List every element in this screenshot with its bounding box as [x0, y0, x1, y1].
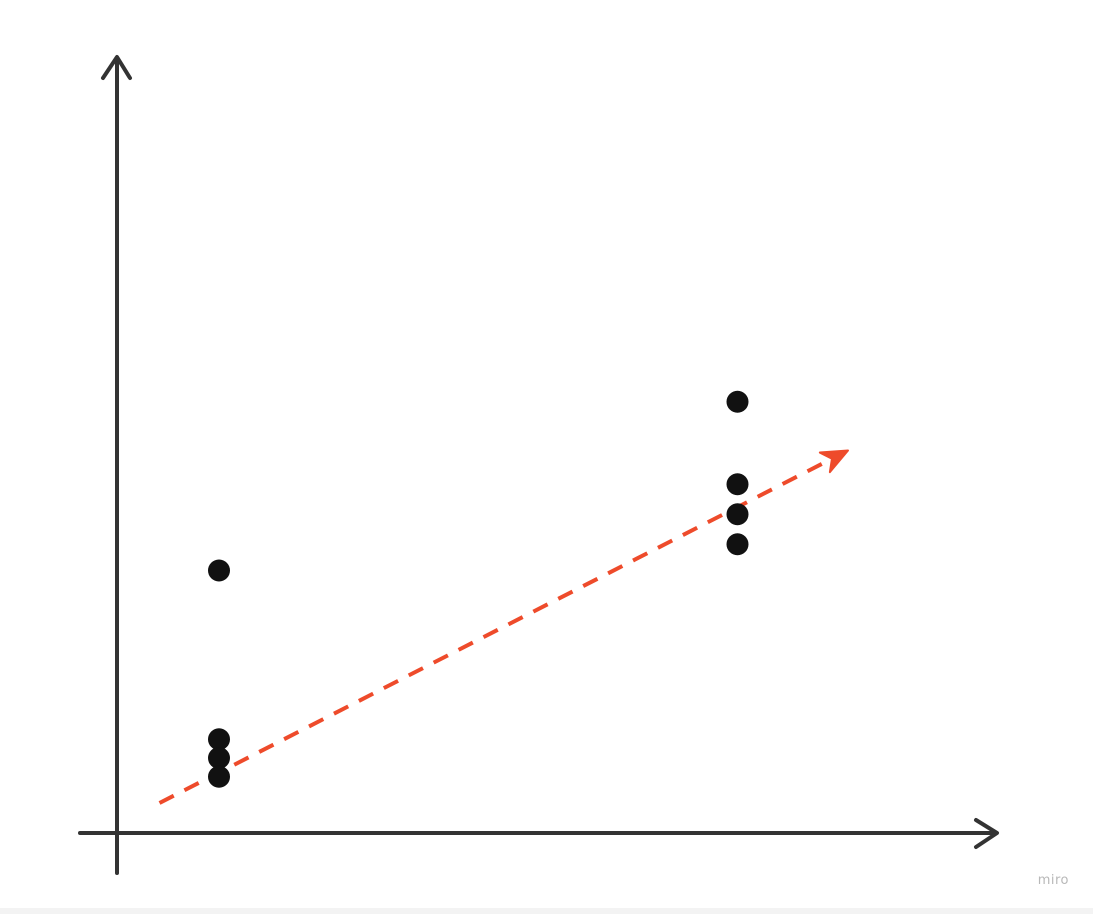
data-point	[726, 390, 749, 413]
data-point	[208, 559, 230, 582]
bottom-band	[0, 908, 1093, 914]
data-point	[726, 503, 749, 526]
data-points-group	[208, 390, 749, 788]
data-point	[208, 765, 230, 788]
y-axis-arrowhead	[101, 55, 132, 80]
x-axis-arrowhead	[974, 818, 999, 849]
trend-line	[158, 460, 826, 805]
trend-line-arrowhead	[818, 449, 849, 474]
data-point	[208, 728, 230, 751]
data-point	[208, 747, 230, 769]
miro-watermark: miro	[1037, 873, 1069, 888]
data-point	[726, 473, 749, 496]
data-point	[726, 533, 749, 556]
trend-line-group	[158, 449, 849, 805]
